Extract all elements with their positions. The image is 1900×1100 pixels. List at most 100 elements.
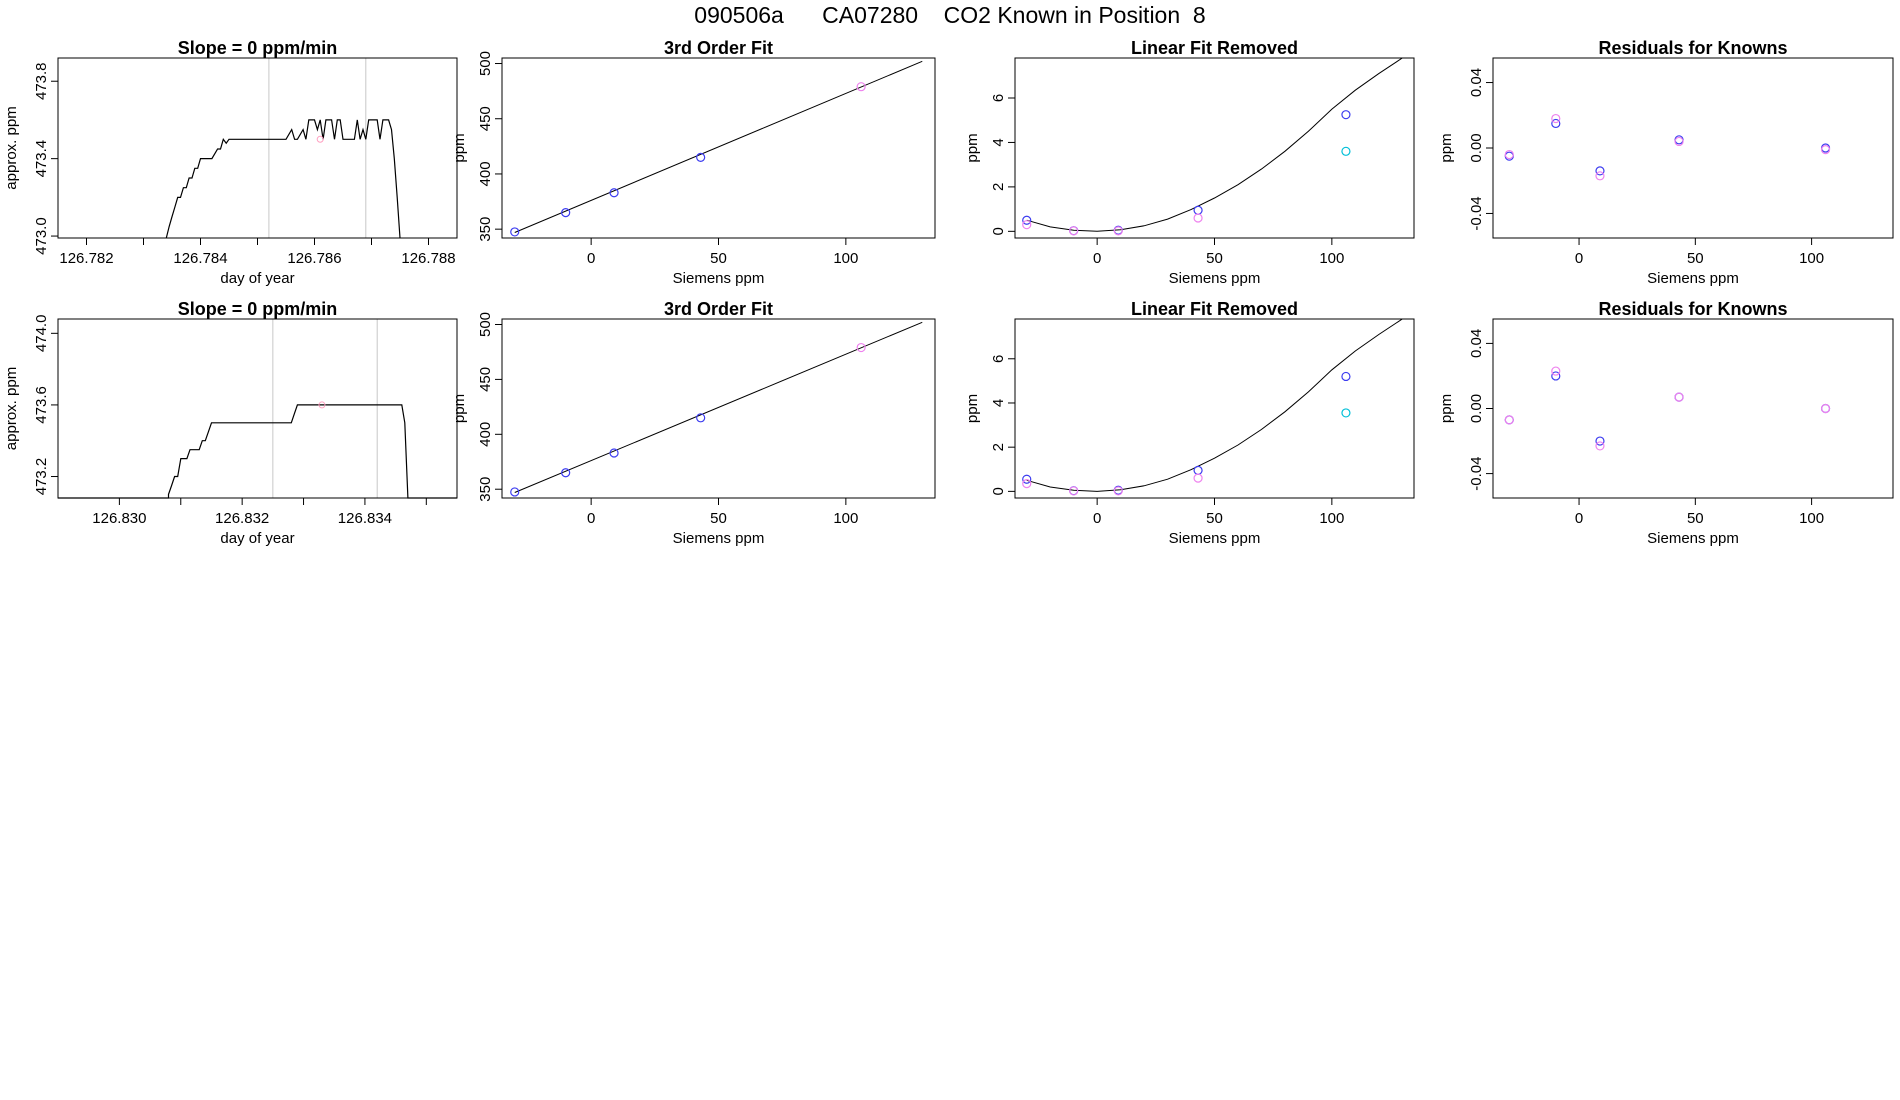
data-point bbox=[1551, 118, 1561, 129]
x-tick-label: 100 bbox=[1799, 250, 1824, 267]
y-tick-label: 2 bbox=[990, 443, 1007, 451]
y-tick-label: 500 bbox=[477, 312, 494, 337]
x-tick-label: 126.784 bbox=[173, 250, 227, 267]
data-point bbox=[1022, 479, 1032, 489]
y-tick-label: 0.00 bbox=[1468, 394, 1485, 423]
y-tick-label: 473.4 bbox=[33, 140, 50, 178]
x-tick-label: 100 bbox=[1799, 510, 1824, 527]
fit-curve bbox=[1026, 57, 1403, 232]
y-tick-label: 0 bbox=[990, 487, 1007, 495]
x-axis-label: Siemens ppm bbox=[673, 270, 765, 287]
y-axis-label: ppm bbox=[451, 133, 468, 162]
x-tick-label: 100 bbox=[833, 250, 858, 267]
x-tick-label: 100 bbox=[1319, 250, 1344, 267]
chart-title: 3rd Order Fit bbox=[664, 38, 773, 58]
chart-title: Slope = 0 ppm/min bbox=[178, 38, 338, 58]
data-point bbox=[1595, 171, 1605, 181]
y-tick-label: 473.8 bbox=[33, 62, 50, 100]
y-tick-label: 400 bbox=[477, 161, 494, 186]
x-tick-label: 126.786 bbox=[287, 250, 341, 267]
data-point bbox=[561, 208, 571, 218]
x-tick-label: 0 bbox=[1093, 250, 1101, 267]
data-point bbox=[1341, 110, 1351, 120]
y-tick-label: 350 bbox=[477, 477, 494, 502]
data-point bbox=[510, 487, 520, 497]
y-axis-label: ppm bbox=[964, 394, 981, 423]
plot-frame bbox=[1014, 318, 1415, 499]
y-axis-label: ppm bbox=[964, 133, 981, 162]
series-line bbox=[165, 119, 401, 239]
x-axis-label: day of year bbox=[220, 270, 294, 287]
y-tick-label: 0.04 bbox=[1468, 329, 1485, 358]
chart-title: Residuals for Knowns bbox=[1598, 38, 1787, 58]
x-axis-label: day of year bbox=[220, 530, 294, 547]
y-tick-label: 2 bbox=[990, 183, 1007, 191]
fit-curve bbox=[1026, 318, 1403, 492]
y-axis-label: approx. ppm bbox=[3, 106, 20, 189]
chart-panel-1: Slope = 0 ppm/min 126.782 126.784 126.786 12… bbox=[3, 38, 458, 287]
fit-line bbox=[514, 321, 923, 493]
data-point bbox=[1551, 366, 1561, 376]
y-tick-label: 0 bbox=[990, 227, 1007, 235]
chart-title: Linear Fit Removed bbox=[1131, 38, 1298, 58]
y-tick-label: -0.04 bbox=[1468, 196, 1485, 230]
y-tick-label: 473.6 bbox=[33, 386, 50, 424]
data-point bbox=[609, 188, 619, 198]
y-tick-label: 500 bbox=[477, 51, 494, 76]
chart-panel-4: Residuals for Knowns 0 50 100 -0.04 0.00 0.04 S… bbox=[1438, 38, 1894, 287]
plot-frame bbox=[57, 57, 458, 239]
data-point bbox=[1504, 415, 1514, 425]
y-tick-label: 473.2 bbox=[33, 458, 50, 496]
marker-point bbox=[318, 401, 326, 409]
plot-frame bbox=[1492, 57, 1894, 239]
y-tick-label: -0.04 bbox=[1468, 456, 1485, 490]
chart-panel-6: 3rd Order Fit 0 50 100 350 400 450 500 Siemens p… bbox=[451, 299, 936, 547]
data-point bbox=[1069, 226, 1079, 236]
plot-frame bbox=[1014, 57, 1415, 239]
chart-panel-7: Linear Fit Removed 0 50 100 0 2 4 6 Siemens ppm p… bbox=[964, 299, 1415, 547]
data-point bbox=[1193, 473, 1203, 483]
x-tick-label: 126.834 bbox=[338, 510, 392, 527]
chart-title: Residuals for Knowns bbox=[1598, 299, 1787, 319]
y-tick-label: 350 bbox=[477, 217, 494, 242]
x-tick-label: 0 bbox=[1575, 510, 1583, 527]
data-point bbox=[1551, 113, 1561, 124]
data-point bbox=[1341, 146, 1351, 156]
chart-panel-8: Residuals for Knowns 0 50 100 -0.04 0.00 0.04 S… bbox=[1438, 299, 1894, 547]
chart-panel-2: 3rd Order Fit 0 50 100 350 400 450 500 Siemens p… bbox=[451, 38, 936, 287]
data-point bbox=[856, 342, 866, 353]
data-point bbox=[1341, 408, 1351, 418]
x-axis-label: Siemens ppm bbox=[1169, 530, 1261, 547]
data-point bbox=[1551, 371, 1561, 381]
data-point bbox=[856, 82, 866, 92]
chart-panel-5: Slope = 0 ppm/min 126.830 126.832 126.834 47… bbox=[3, 299, 458, 547]
data-point bbox=[1022, 220, 1032, 230]
series-line bbox=[58, 404, 457, 499]
x-tick-label: 50 bbox=[1687, 250, 1704, 267]
y-tick-label: 6 bbox=[990, 94, 1007, 102]
y-tick-label: 4 bbox=[990, 138, 1007, 146]
y-tick-label: 6 bbox=[990, 355, 1007, 363]
x-tick-label: 100 bbox=[1319, 510, 1344, 527]
y-axis-label: ppm bbox=[1438, 133, 1455, 162]
data-point bbox=[1674, 392, 1684, 402]
x-tick-label: 0 bbox=[587, 510, 595, 527]
data-point bbox=[1595, 441, 1605, 451]
data-point bbox=[1069, 486, 1079, 496]
data-point bbox=[1113, 226, 1123, 236]
y-axis-label: ppm bbox=[451, 394, 468, 423]
data-point bbox=[1022, 215, 1032, 225]
data-point bbox=[696, 413, 706, 423]
chart-title: Slope = 0 ppm/min bbox=[178, 299, 338, 319]
x-tick-label: 50 bbox=[710, 510, 727, 527]
y-tick-label: 0.04 bbox=[1468, 68, 1485, 97]
plot-frame bbox=[57, 318, 458, 499]
x-tick-label: 126.782 bbox=[59, 250, 113, 267]
chart-title: 3rd Order Fit bbox=[664, 299, 773, 319]
data-point bbox=[1341, 371, 1351, 382]
y-tick-label: 474.0 bbox=[33, 315, 50, 353]
x-axis-label: Siemens ppm bbox=[1647, 530, 1739, 547]
y-axis-label: approx. ppm bbox=[3, 367, 20, 450]
y-tick-label: 0.00 bbox=[1468, 133, 1485, 162]
